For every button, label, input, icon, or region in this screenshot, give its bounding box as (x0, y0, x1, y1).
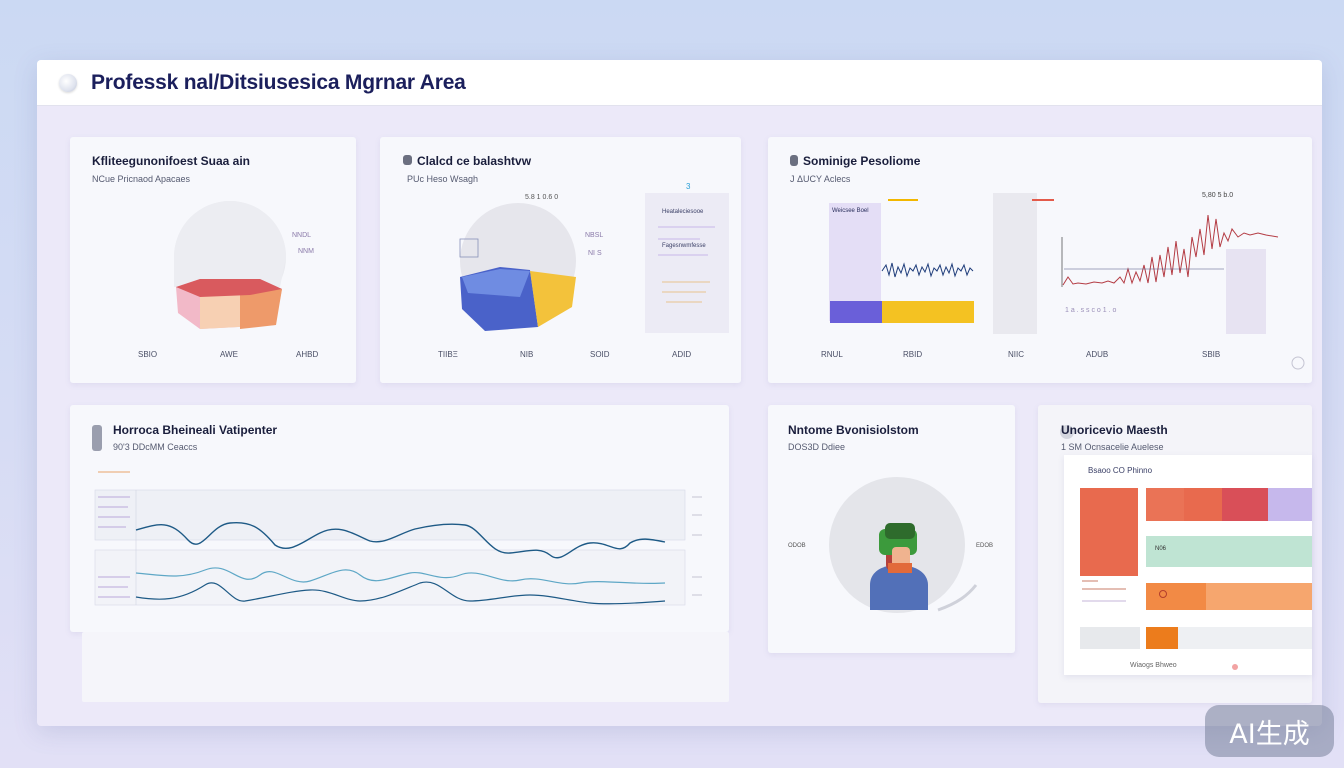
tick-label: SOID (590, 350, 610, 359)
svg-text:N06: N06 (1155, 546, 1167, 552)
series-1-line (135, 521, 666, 559)
card-subtitle: 1 SM Ocnsacelie Auelese (1061, 442, 1164, 452)
pie-top-label: 5.8 1 0.6 0 (525, 194, 558, 201)
card-line-variation[interactable]: Horroca Bheineali Vatipenter 90'3 DDcMM … (70, 405, 729, 632)
matrix-legend: Bsaoo CO Phinno (1088, 466, 1153, 475)
svg-text:5,80 5 b.0: 5,80 5 b.0 (1202, 192, 1233, 199)
pie-label-b: NNM (298, 248, 314, 255)
block-gray (1080, 627, 1140, 649)
card-icon (1060, 425, 1074, 439)
block-lavender (1268, 488, 1312, 521)
tick-label: ADUB (1086, 350, 1109, 359)
side-label-left: ODOB (788, 543, 806, 549)
bar-yellow (882, 301, 974, 323)
card-avatar[interactable]: Nntome Bvonisiolstom DOS3D Ddiee ODOB ED… (768, 405, 1015, 653)
avatar-body (870, 565, 928, 610)
tick-label: ADID (672, 350, 692, 359)
tick-label: RBID (903, 350, 923, 359)
avatar-illustration (829, 477, 978, 613)
card-subtitle: J ΔUCY Aclecs (790, 174, 851, 184)
card-subtitle: PUc Heso Wsagh (407, 174, 479, 184)
pie-slice-red-top (176, 279, 282, 297)
block-red (1222, 488, 1268, 521)
tick-label: SBIB (1202, 350, 1221, 359)
block-mint (1146, 536, 1312, 567)
side-panel (645, 193, 729, 333)
pie-label-a: NNDL (292, 232, 311, 239)
app-title: Professk nal/Ditsiusesica Mgrnar Area (91, 70, 466, 94)
block-orange-1 (1146, 488, 1184, 521)
title-bar: Professk nal/Ditsiusesica Mgrnar Area (37, 60, 1322, 106)
tick-label: SBIO (138, 350, 158, 359)
card-title: Unoricevio Maesth (1061, 423, 1168, 437)
card-pie-balance[interactable]: Clalcd ce balashtvw PUc Heso Wsagh 5.8 1… (380, 137, 741, 383)
tick-label: NIIC (1008, 350, 1024, 359)
block-orange-2 (1184, 488, 1222, 521)
pie-chart-balance: 5.8 1 0.6 0 NBSL NI S 3 (459, 182, 729, 333)
svg-text:1 a . s s c o 1 . o: 1 a . s s c o 1 . o (1065, 307, 1116, 314)
card-title: Nntome Bvonisiolstom (788, 423, 919, 437)
svg-text:NI S: NI S (588, 250, 602, 257)
side-panel-marker: 3 (686, 182, 691, 191)
card-pie-summary[interactable]: Kfliteegunonifoest Suaa ain NCue Pricnao… (70, 137, 356, 383)
card-icon (92, 425, 102, 451)
card-title: Kfliteegunonifoest Suaa ain (92, 154, 251, 168)
legend-label: Weicsee Boel (832, 208, 869, 214)
matrix-footer: Wiaogs Bhweo (1130, 662, 1177, 669)
side-panel-label: Heataleciesooe (662, 209, 704, 215)
card-subtitle: 90'3 DDcMM Ceaccs (113, 442, 198, 452)
side-panel-label: Fagesnwmfesse (662, 243, 706, 249)
card-title: Horroca Bheineali Vatipenter (113, 423, 278, 437)
pie-top-shade (174, 201, 286, 287)
sparkline-red (1062, 214, 1279, 286)
sparkline-blue (881, 262, 974, 278)
pie-chart-3d: NNDL NNM (174, 201, 314, 329)
tick-label: NIB (520, 350, 534, 359)
card-shadow-panel (82, 632, 729, 702)
card-subtitle: NCue Pricnaod Apacaes (92, 174, 191, 184)
tick-label: RNUL (821, 350, 843, 359)
help-icon (1291, 356, 1305, 370)
tick-label: TIIBΞ (438, 350, 458, 359)
side-label-right: EDOB (976, 543, 994, 549)
pie-slice-yellow (530, 271, 576, 327)
line-chart (94, 471, 702, 606)
block-amber (1146, 627, 1178, 649)
tick-label: AHBD (296, 350, 319, 359)
svg-text:NBSL: NBSL (585, 232, 603, 239)
card-matrix[interactable]: Unoricevio Maesth 1 SM Ocnsacelie Aueles… (1038, 405, 1312, 703)
app-logo-icon (59, 73, 77, 92)
block-tall-red (1080, 488, 1138, 576)
card-subtitle: DOS3D Ddiee (788, 442, 846, 452)
card-title: Clalcd ce balashtvw (417, 154, 532, 168)
matrix-chart: N06 (1080, 488, 1312, 670)
card-icon (790, 155, 798, 166)
bar-purple (830, 301, 882, 323)
card-performance[interactable]: Sominige Pesoliome J ΔUCY Aclecs 5,80 5 … (768, 137, 1312, 383)
performance-chart: 5,80 5 b.0 1 a . s s c o 1 . o (829, 192, 1305, 370)
card-title: Sominige Pesoliome (803, 154, 921, 168)
series-3-line (135, 581, 666, 605)
tick-label: AWE (220, 350, 238, 359)
pie-slice-orange (240, 289, 282, 329)
series-2-line (135, 567, 666, 585)
card-icon (403, 155, 412, 165)
ai-generated-badge: AI生成 (1205, 705, 1334, 757)
dashboard-window: Professk nal/Ditsiusesica Mgrnar Area Kf… (37, 60, 1322, 726)
